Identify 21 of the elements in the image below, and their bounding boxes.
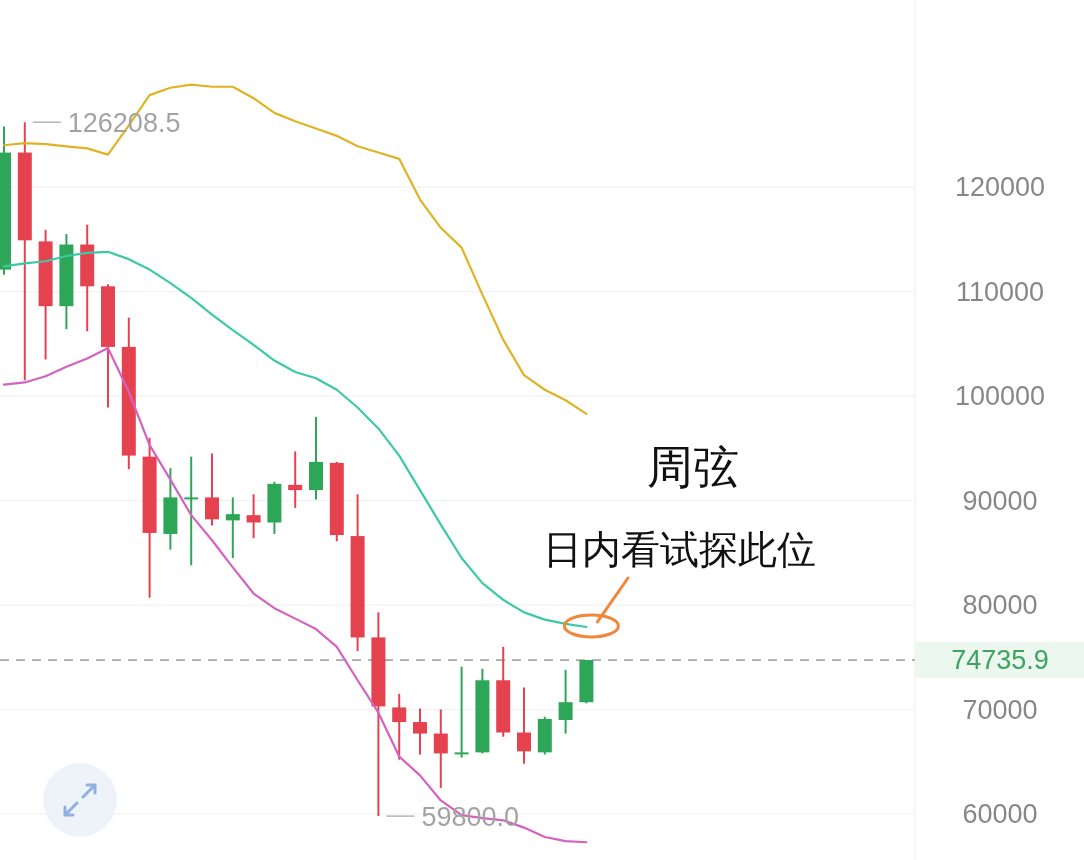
ref-line-label: 74735.9	[951, 645, 1049, 676]
y-tick-label: 70000	[962, 694, 1038, 725]
candlestick	[184, 455, 199, 567]
annotation: 日内看试探此位	[542, 526, 816, 572]
candlestick	[392, 692, 407, 761]
text: 周弦	[647, 440, 739, 494]
y-tick-label: 80000	[962, 590, 1038, 621]
y-tick-label: 110000	[955, 276, 1045, 307]
y-tick-label: 120000	[954, 172, 1046, 203]
y-tick-label: 90000	[962, 485, 1038, 516]
candlestick	[413, 707, 427, 756]
candlestick	[246, 493, 261, 540]
candlestick	[225, 496, 240, 560]
candlestick	[558, 668, 573, 735]
y-tick-label: 100000	[954, 381, 1046, 412]
y-tick-label: 60000	[962, 799, 1038, 830]
candlestick	[288, 450, 303, 509]
candlestick	[454, 665, 469, 759]
candlestick	[433, 708, 448, 789]
candlestick	[205, 452, 219, 527]
candlestick	[517, 686, 531, 765]
